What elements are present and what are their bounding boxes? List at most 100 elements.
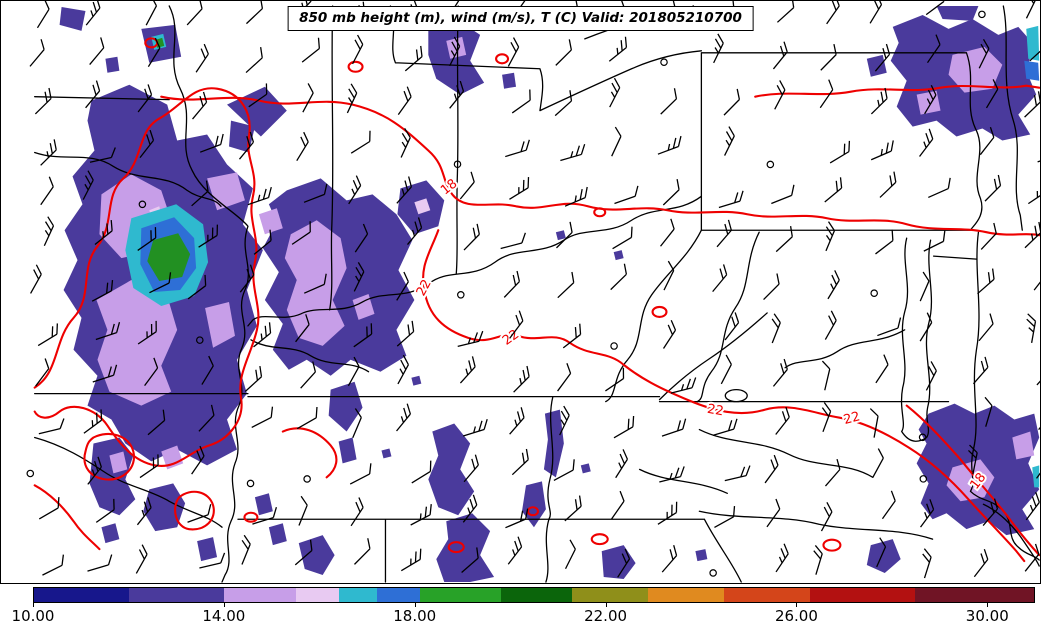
wind-barb bbox=[301, 37, 321, 63]
wind-barb-glyph bbox=[1036, 358, 1040, 386]
temp-contour-closed bbox=[822, 538, 842, 552]
wind-barb-glyph bbox=[245, 47, 263, 74]
calm-wind-circle bbox=[26, 469, 35, 478]
temp-contour-closed bbox=[526, 506, 539, 517]
wind-barb-glyph bbox=[763, 273, 780, 301]
wind-barb-glyph bbox=[984, 174, 1002, 202]
wind-barb-glyph bbox=[984, 396, 993, 427]
wind-barb bbox=[763, 273, 780, 301]
wind-barb bbox=[973, 548, 989, 578]
wind-barb-glyph bbox=[353, 323, 373, 348]
colorbar-segment bbox=[34, 588, 130, 602]
wind-barb bbox=[775, 225, 793, 253]
wind-barb-glyph bbox=[396, 271, 409, 301]
wind-barb bbox=[139, 454, 159, 479]
wind-barb bbox=[198, 404, 215, 432]
colorbar-segment bbox=[224, 588, 296, 602]
wind-barb-glyph bbox=[346, 83, 358, 114]
wind-barb bbox=[820, 43, 837, 71]
temp-contour-top-right bbox=[754, 84, 1040, 98]
wind-barb bbox=[724, 126, 735, 156]
contour-label: 22 bbox=[842, 409, 862, 428]
wind-barb-glyph bbox=[973, 548, 989, 578]
wind-barb bbox=[251, 406, 274, 429]
wind-barb-glyph bbox=[723, 88, 741, 116]
wind-barb-glyph bbox=[36, 1, 50, 29]
wind-barb-glyph bbox=[296, 131, 309, 161]
wind-barb-glyph bbox=[291, 221, 311, 245]
wind-barb-glyph bbox=[1024, 543, 1040, 572]
colorbar-tick-row: 10.00 14.00 18.00 22.00 26.00 30.00 bbox=[12, 602, 1035, 630]
wind-barb-glyph bbox=[347, 356, 360, 387]
wind-barb-glyph bbox=[775, 225, 793, 253]
contour-label: 22 bbox=[500, 327, 522, 349]
wind-barb bbox=[459, 356, 476, 384]
wind-barb bbox=[92, 364, 118, 383]
wind-barb bbox=[350, 497, 364, 527]
calm-wind-circle bbox=[919, 475, 928, 483]
wind-barb bbox=[557, 271, 575, 299]
wind-barb-glyph bbox=[406, 217, 423, 245]
wind-barb-glyph bbox=[199, 552, 226, 569]
wind-barb bbox=[191, 445, 205, 475]
wind-barb bbox=[615, 449, 629, 479]
wind-barb-glyph bbox=[562, 323, 582, 349]
wind-barb bbox=[354, 538, 371, 565]
wind-barb-glyph bbox=[94, 220, 113, 245]
wind-barb-glyph bbox=[870, 87, 888, 115]
wind-barb bbox=[920, 499, 935, 528]
wind-barb-glyph bbox=[40, 139, 57, 166]
wind-barb bbox=[198, 224, 219, 248]
wind-barb bbox=[608, 36, 628, 62]
wind-barb-glyph bbox=[977, 268, 995, 295]
wind-barb bbox=[459, 171, 475, 200]
wind-barb bbox=[239, 264, 255, 293]
wind-barb-glyph bbox=[972, 356, 989, 385]
wind-barb-glyph bbox=[875, 229, 894, 255]
wind-barb bbox=[95, 322, 121, 341]
wind-barb bbox=[553, 459, 575, 482]
wind-barb bbox=[400, 128, 411, 158]
wind-barb bbox=[295, 314, 310, 343]
wind-barb-glyph bbox=[300, 361, 317, 389]
calm-wind-circle bbox=[196, 336, 204, 344]
wind-barb-glyph bbox=[303, 183, 328, 203]
wind-barb bbox=[662, 179, 680, 206]
wind-barb-glyph bbox=[507, 536, 523, 565]
calm-wind-circle bbox=[660, 58, 668, 66]
wind-barb bbox=[37, 323, 58, 347]
wind-barb bbox=[771, 184, 795, 205]
wind-barb-glyph bbox=[724, 126, 735, 156]
calm-wind-circle bbox=[978, 10, 986, 19]
wind-barb bbox=[827, 270, 840, 300]
wind-barb-glyph bbox=[553, 459, 575, 482]
wind-barb-glyph bbox=[610, 490, 625, 520]
wind-barb-glyph bbox=[192, 91, 208, 120]
wind-barb bbox=[764, 454, 779, 484]
wind-barb bbox=[564, 186, 588, 207]
wind-barb-glyph bbox=[397, 86, 412, 115]
wind-barb bbox=[40, 176, 54, 206]
wind-barb-glyph bbox=[239, 264, 255, 293]
wind-barb-glyph bbox=[925, 1, 945, 16]
wind-barb-glyph bbox=[136, 497, 152, 526]
wind-barb-glyph bbox=[29, 39, 45, 67]
calm-wind-circle bbox=[709, 569, 717, 577]
wind-barb-glyph bbox=[294, 539, 313, 566]
wind-barb-glyph bbox=[411, 460, 432, 484]
temp-contour-closed bbox=[651, 305, 668, 318]
wind-barb-glyph bbox=[926, 34, 941, 64]
wind-barb bbox=[984, 174, 1002, 202]
wind-barb bbox=[85, 80, 101, 109]
wind-barb-glyph bbox=[149, 272, 172, 294]
wind-barb bbox=[411, 460, 432, 484]
wind-barb bbox=[245, 47, 263, 74]
wind-barb bbox=[876, 537, 887, 568]
wind-barb-glyph bbox=[302, 83, 314, 113]
wind-barb bbox=[354, 223, 369, 253]
wind-barb-glyph bbox=[821, 402, 832, 433]
wind-barb bbox=[564, 495, 582, 522]
wind-barb-glyph bbox=[712, 418, 738, 437]
wind-barb-glyph bbox=[764, 454, 779, 484]
wind-barb-glyph bbox=[925, 361, 937, 391]
